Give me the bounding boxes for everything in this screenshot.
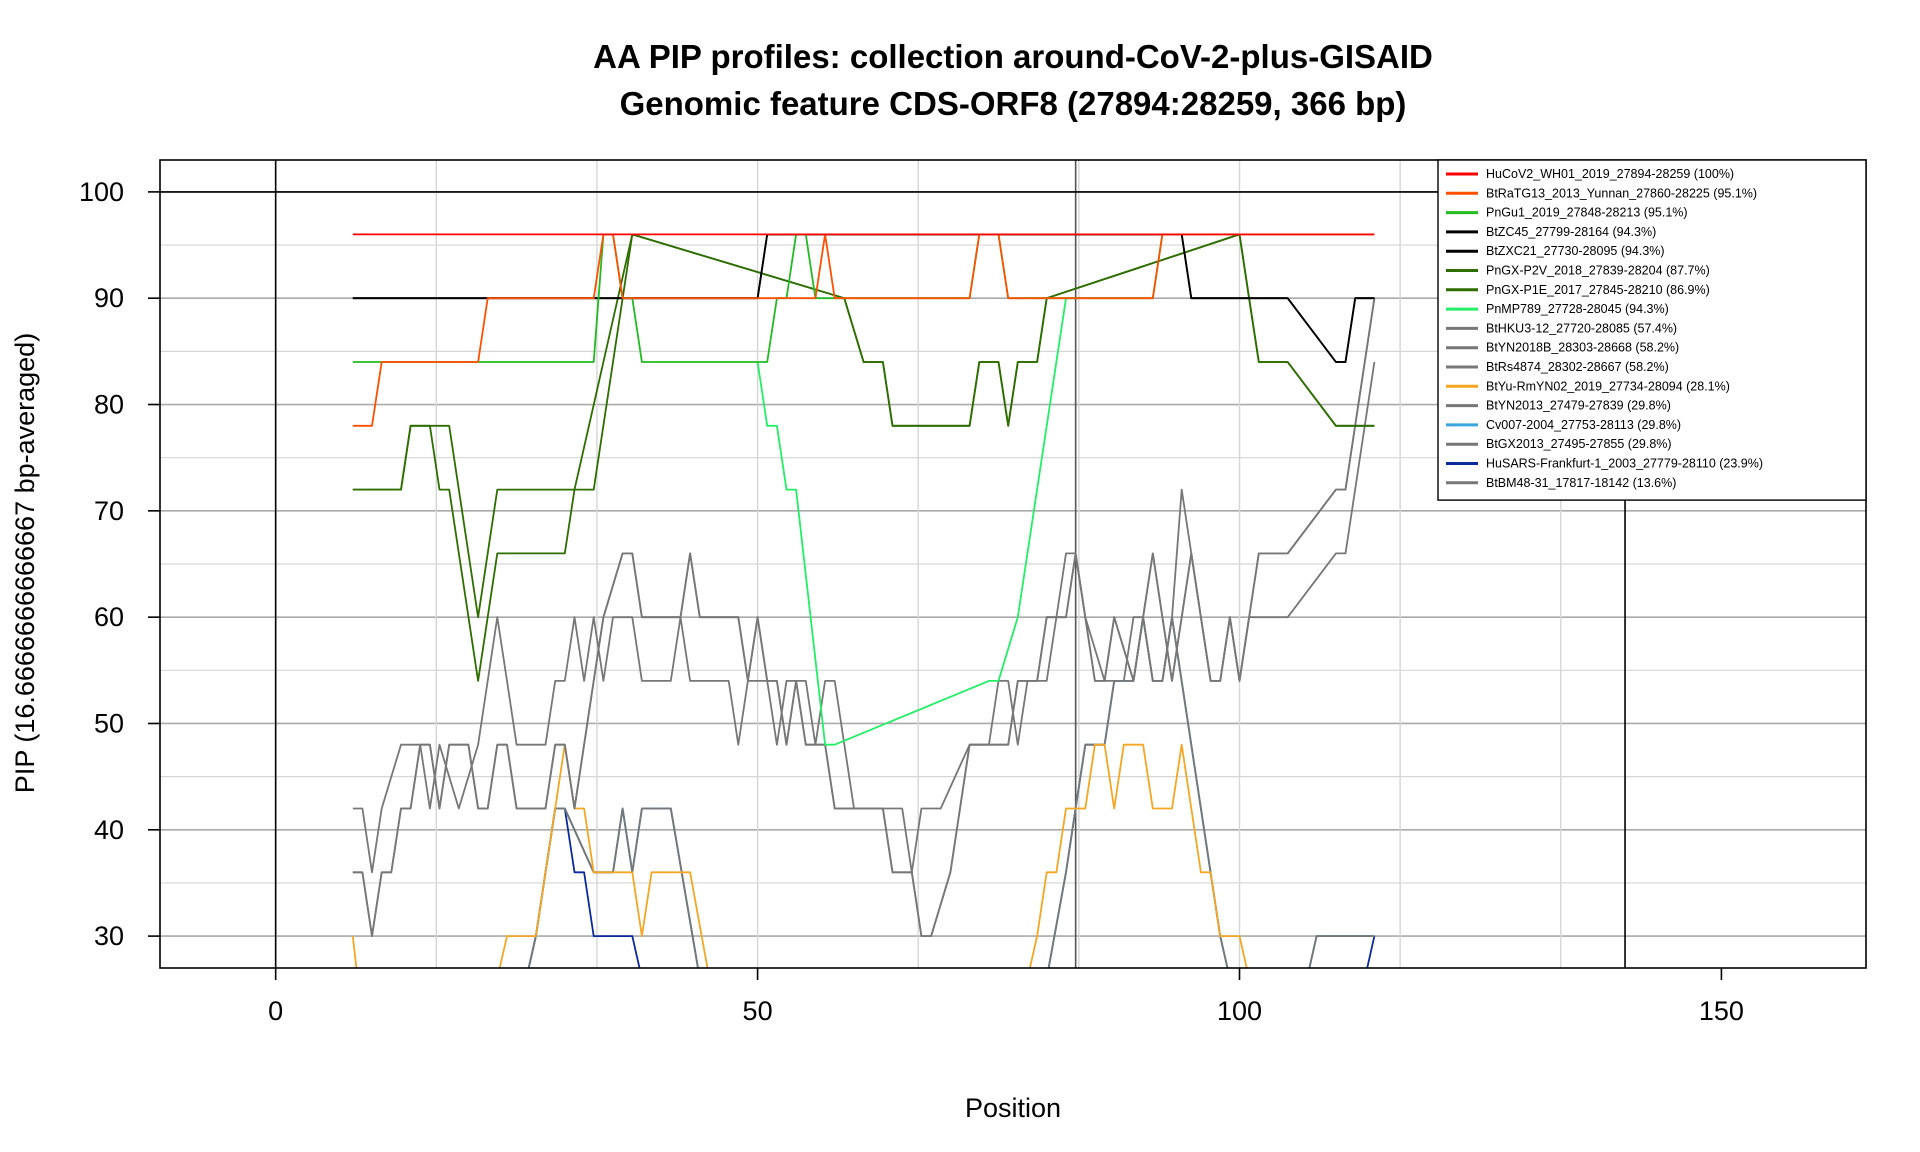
series-line bbox=[756, 297, 1076, 746]
series-line bbox=[352, 233, 1375, 363]
chart-title: AA PIP profiles: collection around-CoV-2… bbox=[593, 38, 1433, 75]
x-axis-label: Position bbox=[965, 1093, 1061, 1123]
legend: HuCoV2_WH01_2019_27894-28259 (100%) BtRaT… bbox=[1437, 159, 1867, 501]
plot-frame bbox=[159, 159, 1867, 969]
y-tick-label: 100 bbox=[79, 177, 124, 207]
legend-box bbox=[1437, 159, 1867, 501]
y-axis-label: PIP (16.6666666666667 bp-averaged) bbox=[10, 333, 40, 793]
legend-label: PnGX-P2V_2018_27839-28204 (87.7%) bbox=[1486, 264, 1710, 278]
chart-subtitle: Genomic feature CDS-ORF8 (27894:28259, 3… bbox=[620, 85, 1407, 122]
legend-label: PnGX-P1E_2017_27845-28210 (86.9%) bbox=[1486, 283, 1710, 297]
series-line bbox=[352, 233, 1375, 427]
series-line bbox=[527, 616, 1375, 968]
series-lines bbox=[351, 233, 1376, 968]
y-tick-label: 70 bbox=[94, 496, 124, 526]
series-line bbox=[351, 743, 1248, 968]
legend-label: PnMP789_27728-28045 (94.3%) bbox=[1486, 302, 1669, 316]
y-tick-label: 40 bbox=[94, 815, 124, 845]
legend-label: BtYN2013_27479-27839 (29.8%) bbox=[1486, 399, 1671, 413]
legend-label: BtZXC21_27730-28095 (94.3%) bbox=[1486, 244, 1665, 258]
legend-label: Cv007-2004_27753-28113 (29.8%) bbox=[1486, 418, 1681, 432]
legend-label: BtBM48-31_17817-18142 (13.6%) bbox=[1486, 476, 1676, 490]
x-tick-label: 100 bbox=[1217, 996, 1262, 1026]
legend-label: BtGX2013_27495-27855 (29.8%) bbox=[1486, 437, 1672, 451]
legend-label: BtRaTG13_2013_Yunnan_27860-28225 (95.1%) bbox=[1486, 186, 1757, 200]
x-axis: 0 50 100 150 bbox=[268, 968, 1744, 1026]
y-axis: 30 40 50 60 70 80 90 100 bbox=[79, 177, 160, 951]
x-tick-label: 50 bbox=[743, 996, 773, 1026]
series-line bbox=[352, 361, 1376, 874]
legend-label: BtYu-RmYN02_2019_27734-28094 (28.1%) bbox=[1486, 379, 1730, 393]
legend-label: BtRs4874_28302-28667 (58.2%) bbox=[1486, 360, 1669, 374]
legend-label: PnGu1_2019_27848-28213 (95.1%) bbox=[1486, 206, 1688, 220]
legend-label: BtZC45_27799-28164 (94.3%) bbox=[1486, 225, 1656, 239]
y-tick-label: 80 bbox=[94, 390, 124, 420]
series-line bbox=[527, 616, 1375, 968]
x-tick-label: 0 bbox=[268, 996, 283, 1026]
legend-label: HuCoV2_WH01_2019_27894-28259 (100%) bbox=[1486, 167, 1734, 181]
series-line bbox=[352, 233, 1375, 619]
y-tick-label: 60 bbox=[94, 602, 124, 632]
legend-label: BtYN2018B_28303-28668 (58.2%) bbox=[1486, 341, 1679, 355]
x-tick-label: 150 bbox=[1699, 996, 1744, 1026]
series-line bbox=[527, 616, 1375, 968]
y-tick-label: 30 bbox=[94, 921, 124, 951]
y-tick-label: 50 bbox=[94, 708, 124, 738]
y-tick-label: 90 bbox=[94, 283, 124, 313]
series-line bbox=[527, 807, 1376, 968]
legend-label: BtHKU3-12_27720-28085 (57.4%) bbox=[1486, 321, 1677, 335]
legend-label: HuSARS-Frankfurt-1_2003_27779-28110 (23.… bbox=[1486, 457, 1763, 471]
